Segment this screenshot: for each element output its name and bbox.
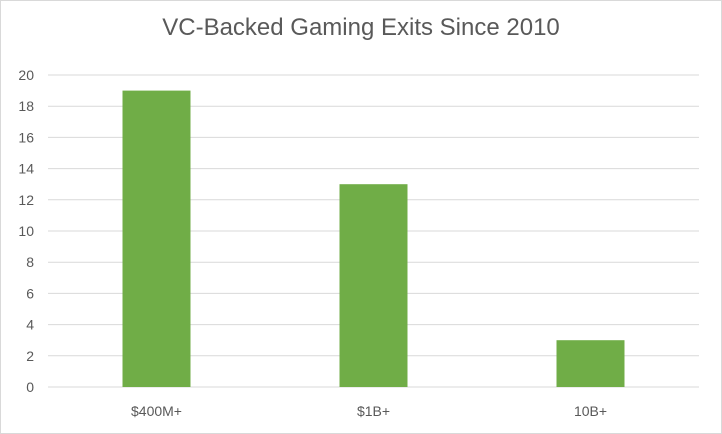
y-tick-label: 18 [18, 98, 34, 114]
y-tick-label: 2 [26, 348, 34, 364]
y-tick-label: 0 [26, 379, 34, 395]
y-tick-label: 16 [18, 129, 34, 145]
y-tick-label: 12 [18, 192, 34, 208]
x-category-label: $1B+ [357, 403, 390, 419]
y-tick-label: 10 [18, 223, 34, 239]
x-category-label: $400M+ [131, 403, 182, 419]
y-tick-label: 6 [26, 285, 34, 301]
y-tick-label: 4 [26, 317, 34, 333]
y-tick-label: 20 [18, 67, 34, 83]
y-tick-label: 8 [26, 254, 34, 270]
y-tick-label: 14 [18, 161, 34, 177]
bar-1 [339, 184, 408, 387]
y-axis-ticks: 0 2 4 6 8 10 12 14 16 18 20 [18, 67, 34, 395]
bar-2 [556, 340, 625, 387]
chart-title: VC-Backed Gaming Exits Since 2010 [162, 14, 560, 41]
x-category-label: 10B+ [574, 403, 607, 419]
bar-0 [122, 90, 191, 387]
x-axis-categories: $400M+ $1B+ 10B+ [131, 403, 607, 419]
bars [122, 90, 625, 387]
